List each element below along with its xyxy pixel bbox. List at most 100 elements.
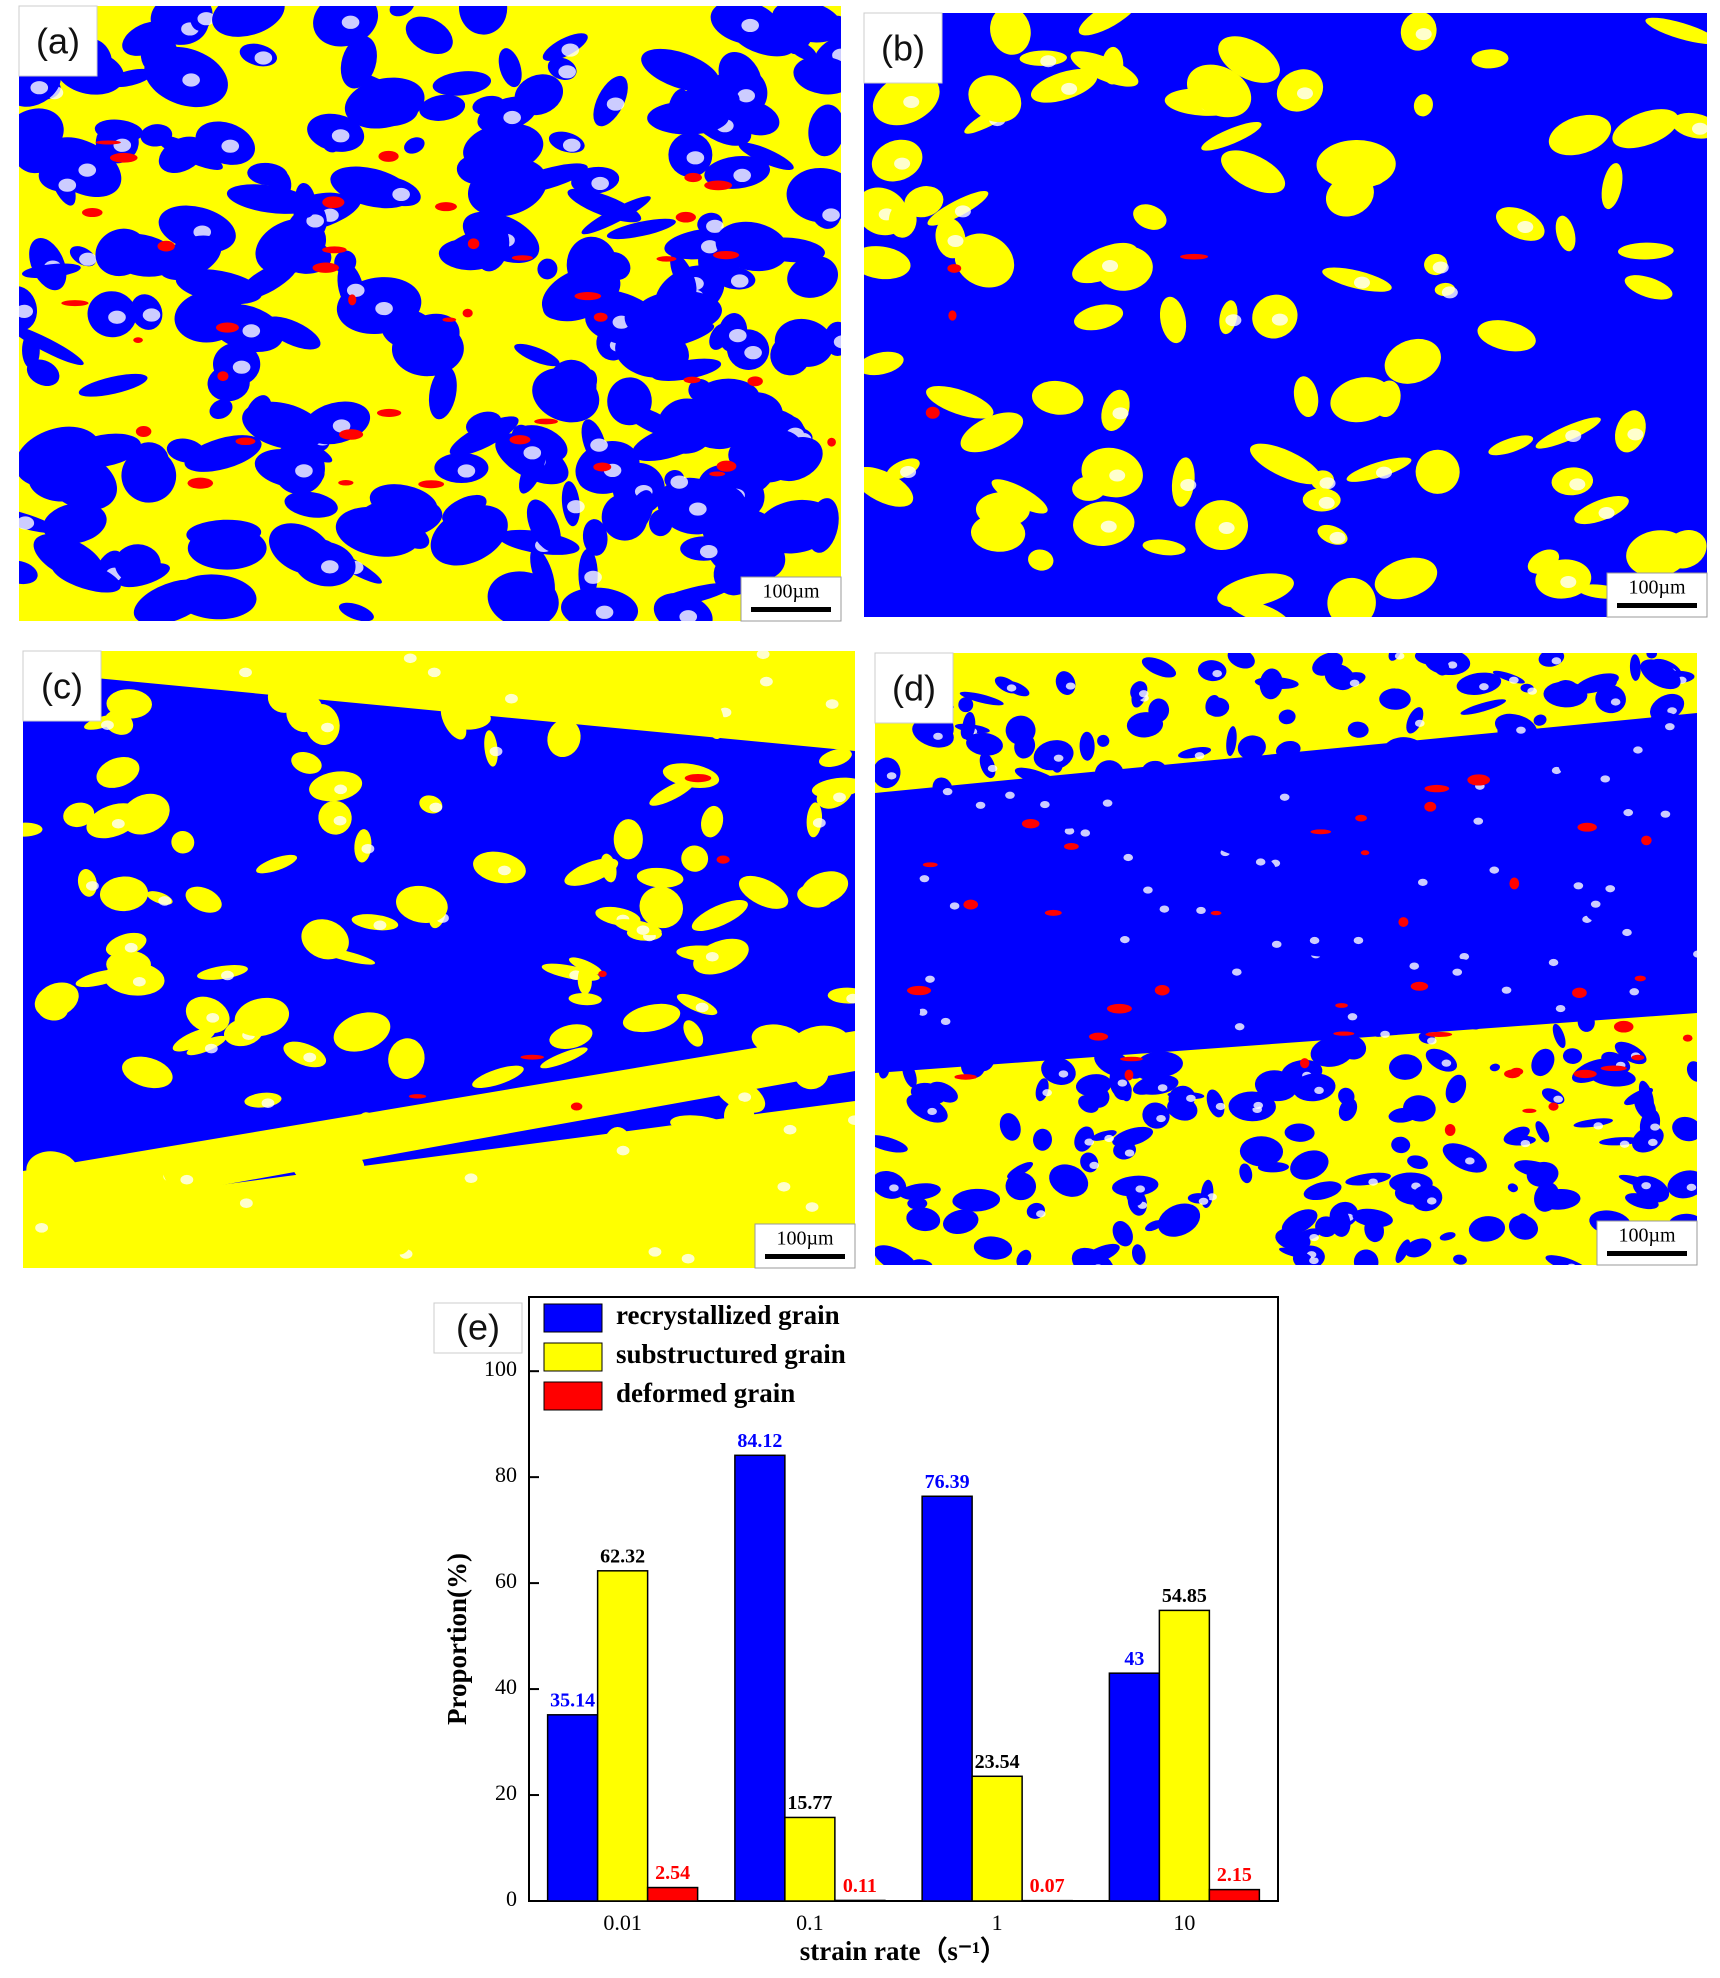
value-label: 2.54 xyxy=(655,1862,690,1884)
x-axis-label: strain rate（s⁻¹） xyxy=(800,1936,1008,1966)
grain-white xyxy=(1235,1023,1245,1030)
grain-red xyxy=(1180,254,1208,260)
grain-white xyxy=(563,139,581,152)
grain-white xyxy=(1368,1178,1378,1185)
grain-white xyxy=(1314,1087,1324,1094)
grain-red xyxy=(1614,1021,1634,1033)
grain-white xyxy=(1093,1264,1103,1271)
grain-white xyxy=(1517,221,1533,233)
grain-red xyxy=(717,855,730,863)
grain-white xyxy=(1591,901,1601,908)
grain-red xyxy=(322,196,344,208)
value-label: 2.15 xyxy=(1217,1864,1252,1886)
micrograph xyxy=(3,633,875,1281)
grain-red xyxy=(1125,1070,1134,1081)
grain-red xyxy=(1022,819,1040,828)
legend-swatch xyxy=(544,1304,602,1332)
grain-white xyxy=(1059,1070,1069,1077)
legend-label: substructured grain xyxy=(616,1339,846,1369)
grain-white xyxy=(679,610,697,623)
value-label: 43 xyxy=(1124,1648,1144,1670)
grain-white xyxy=(523,446,541,459)
grain-white xyxy=(113,139,131,152)
legend-swatch xyxy=(544,1382,602,1410)
grain-red xyxy=(378,151,398,162)
grain-white xyxy=(1593,1122,1603,1129)
grain-red xyxy=(598,971,607,977)
panel-label: (a) xyxy=(36,21,80,62)
grain-white xyxy=(1195,752,1205,759)
grain-red xyxy=(339,429,363,440)
grain-white xyxy=(637,925,650,935)
grain-red xyxy=(684,173,702,182)
panel-label: (d) xyxy=(892,668,936,709)
grain-red xyxy=(575,292,602,300)
grain-white xyxy=(1042,1089,1052,1096)
grain-red xyxy=(948,310,956,320)
grain-white xyxy=(834,335,852,348)
grain-white xyxy=(505,694,518,704)
grain-white xyxy=(1567,1264,1577,1271)
grain-white xyxy=(180,1175,193,1185)
grain-red xyxy=(133,337,143,343)
grain-white xyxy=(1139,690,1149,697)
grain-red xyxy=(954,1074,976,1080)
grain-white xyxy=(239,668,252,678)
grain-white xyxy=(733,169,751,182)
grain-red xyxy=(1631,1055,1644,1061)
grain-white xyxy=(1232,969,1242,976)
grain-red xyxy=(534,419,558,425)
micrograph xyxy=(0,0,863,642)
y-tick-label: 0 xyxy=(506,1886,517,1911)
grain-white xyxy=(1473,818,1483,825)
y-tick-label: 80 xyxy=(495,1462,517,1487)
bar xyxy=(1109,1673,1159,1901)
grain-white xyxy=(567,500,585,513)
grain-white xyxy=(584,571,602,584)
grain-white xyxy=(927,1108,937,1115)
grain-red xyxy=(468,238,479,249)
x-tick-label: 0.01 xyxy=(603,1910,642,1935)
grain-white xyxy=(303,1053,316,1063)
grain-white xyxy=(1605,885,1615,892)
grain-white xyxy=(784,1125,797,1135)
grain-white xyxy=(182,73,200,86)
grain-white xyxy=(737,89,755,102)
grain-white xyxy=(1112,407,1128,419)
grain-white xyxy=(1622,929,1632,936)
grain-white xyxy=(240,1198,253,1208)
grain xyxy=(614,819,643,859)
grain-red xyxy=(312,263,338,273)
grain-red xyxy=(1522,1109,1536,1113)
bar xyxy=(785,1817,835,1901)
grain-red xyxy=(377,409,401,417)
scale-bar-text: 100µm xyxy=(1618,1225,1676,1247)
grain-white xyxy=(465,1173,478,1183)
grain-white xyxy=(596,606,614,619)
grain-red xyxy=(1398,917,1408,927)
grain-white xyxy=(806,1202,819,1212)
grain-white xyxy=(731,274,749,287)
grain-white xyxy=(1330,532,1346,544)
grain-white xyxy=(1641,1182,1651,1189)
grain-white xyxy=(1354,277,1370,289)
grain-red xyxy=(1572,988,1587,998)
grain-white xyxy=(687,151,705,164)
grain-white xyxy=(1109,470,1125,482)
scale-bar xyxy=(1617,603,1697,608)
value-label: 76.39 xyxy=(925,1471,970,1493)
grain-red xyxy=(1089,1033,1108,1041)
grain-red xyxy=(1467,774,1490,785)
grain-white xyxy=(17,516,35,529)
grain-white xyxy=(689,502,707,515)
grain-red xyxy=(827,438,836,447)
grain-white xyxy=(342,16,360,29)
grain-white xyxy=(1186,1095,1196,1102)
grain-red xyxy=(684,377,701,384)
grain-white xyxy=(1160,906,1170,913)
x-tick-label: 1 xyxy=(992,1910,1003,1935)
grain-red xyxy=(656,256,676,261)
grain-white xyxy=(1600,775,1610,782)
grain-red xyxy=(217,371,228,381)
grain-white xyxy=(1272,314,1288,326)
